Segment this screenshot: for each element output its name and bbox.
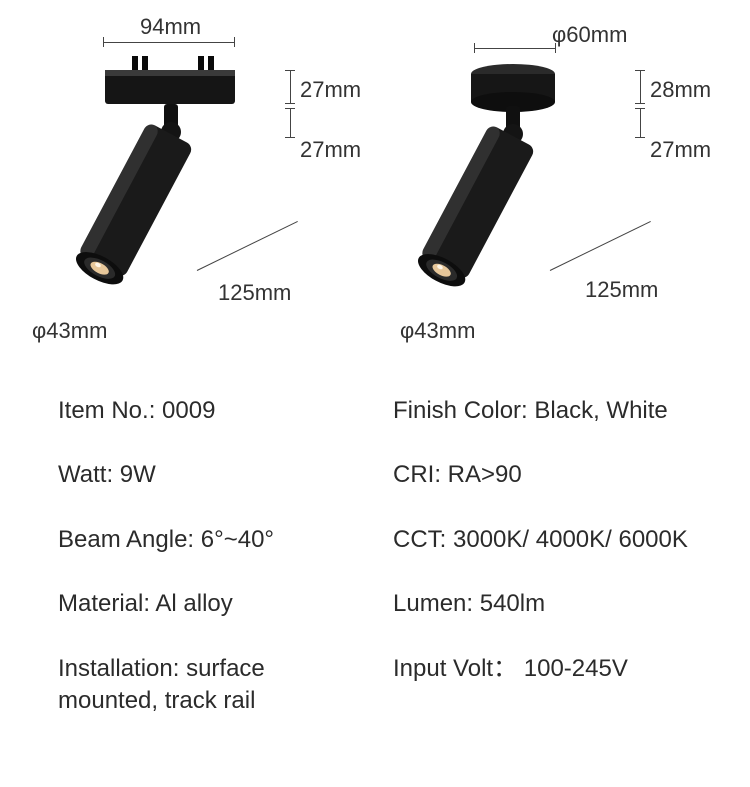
spec-value: RA>90 — [448, 461, 522, 488]
dimline — [474, 48, 556, 49]
dim-94mm: 94mm — [140, 14, 201, 40]
dim-28mm: 28mm — [650, 77, 711, 103]
dim-phi43-right: φ43mm — [400, 318, 475, 344]
spec-label: Material: — [58, 590, 150, 617]
spec-watt: Watt: 9W — [58, 459, 363, 491]
spec-lumen: Lumen: 540lm — [393, 588, 698, 620]
spec-value: 6°~40° — [201, 526, 274, 553]
spec-label: Input Volt： — [393, 655, 517, 682]
spec-label: Beam Angle: — [58, 526, 194, 553]
spec-input-volt: Input Volt： 100-245V — [393, 653, 698, 718]
dimtick — [635, 70, 645, 71]
spec-label: CCT: — [393, 526, 446, 553]
dimtick — [285, 70, 295, 71]
dim-phi43-left: φ43mm — [32, 318, 107, 344]
dimtick — [635, 103, 645, 104]
dimtick — [285, 108, 295, 109]
dimline — [290, 108, 291, 138]
dimline — [640, 70, 641, 104]
spec-label: Item No.: — [58, 397, 155, 424]
spec-value: 100-245V — [524, 655, 628, 682]
spec-label: Finish Color: — [393, 397, 528, 424]
spec-label: Installation: — [58, 655, 179, 682]
dim-phi60: φ60mm — [552, 22, 627, 48]
spec-value: 0009 — [162, 397, 215, 424]
spec-value: 9W — [120, 461, 156, 488]
spec-cri: CRI: RA>90 — [393, 459, 698, 491]
dimline — [290, 70, 291, 104]
dimtick — [234, 37, 235, 47]
dim-125mm-left: 125mm — [218, 280, 291, 306]
spec-table: Item No.: 0009 Finish Color: Black, Whit… — [58, 395, 698, 717]
spec-label: CRI: — [393, 461, 441, 488]
spec-label: Lumen: — [393, 590, 473, 617]
spec-value: Black, White — [534, 397, 667, 424]
diagram-area: 94mm 27mm 27mm 125mm φ43mm φ60mm — [0, 0, 750, 370]
dimline — [103, 42, 235, 43]
dimtick — [103, 37, 104, 47]
dim-27mm-b: 27mm — [300, 137, 361, 163]
spec-value: 540lm — [480, 590, 545, 617]
spec-finish: Finish Color: Black, White — [393, 395, 698, 427]
dimtick — [635, 108, 645, 109]
spec-cct: CCT: 3000K/ 4000K/ 6000K — [393, 524, 698, 556]
spec-material: Material: Al alloy — [58, 588, 363, 620]
dimline — [640, 108, 641, 138]
dimtick — [635, 137, 645, 138]
spec-value: Al alloy — [155, 590, 232, 617]
spec-installation: Installation: surface mounted, track rai… — [58, 653, 363, 718]
dim-125mm-right: 125mm — [585, 277, 658, 303]
dimtick — [285, 103, 295, 104]
dimtick — [285, 137, 295, 138]
spec-beam: Beam Angle: 6°~40° — [58, 524, 363, 556]
dimtick — [474, 43, 475, 53]
spec-label: Watt: — [58, 461, 113, 488]
dim-27mm-a: 27mm — [300, 77, 361, 103]
dim-27mm-right: 27mm — [650, 137, 711, 163]
spec-item-no: Item No.: 0009 — [58, 395, 363, 427]
spec-value: 3000K/ 4000K/ 6000K — [453, 526, 688, 553]
